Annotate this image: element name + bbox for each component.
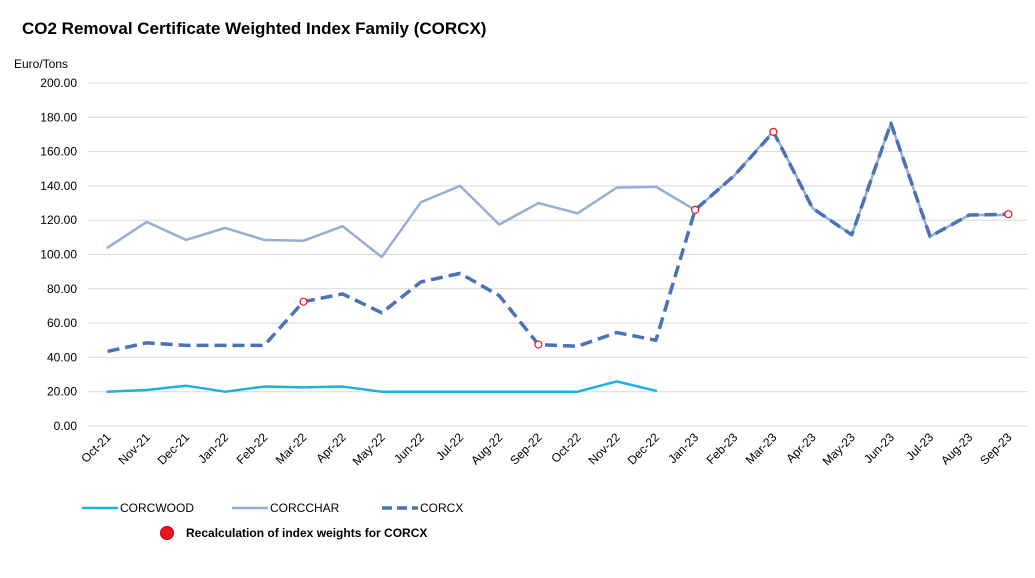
x-tick-label: Apr-22 xyxy=(313,430,349,466)
chart-title: CO2 Removal Certificate Weighted Index F… xyxy=(22,19,486,38)
y-tick-label: 100.00 xyxy=(40,248,77,262)
x-tick-label: Dec-21 xyxy=(155,430,192,467)
y-tick-label: 0.00 xyxy=(54,419,78,433)
legend-label-corcchar: CORCCHAR xyxy=(270,501,340,515)
x-tick-label: Jun-22 xyxy=(391,430,427,466)
recalculation-markers xyxy=(299,127,1013,349)
y-tick-label: 160.00 xyxy=(40,145,77,159)
x-tick-label: Oct-21 xyxy=(78,430,114,466)
y-axis-ticks: 0.00 20.00 40.00 60.00 80.00 100.00 120.00 140.… xyxy=(40,76,77,433)
y-tick-label: 200.00 xyxy=(40,76,77,90)
x-tick-label: Jan-22 xyxy=(195,430,231,466)
y-tick-label: 180.00 xyxy=(40,110,77,124)
series-line-corcchar xyxy=(106,122,1010,259)
x-tick-label: May-23 xyxy=(820,430,858,468)
y-tick-label: 140.00 xyxy=(40,179,77,193)
legend-label-recalculation: Recalculation of index weights for CORCX xyxy=(186,526,427,540)
recalculation-point xyxy=(690,205,700,215)
x-tick-label: Jan-23 xyxy=(665,430,701,466)
x-tick-label: Mar-22 xyxy=(273,430,310,467)
x-tick-label: Feb-23 xyxy=(704,430,741,467)
x-tick-label: Sep-23 xyxy=(977,430,1014,467)
x-tick-label: Nov-22 xyxy=(586,430,623,467)
series-line-corcwood xyxy=(106,380,658,393)
x-tick-label: Aug-22 xyxy=(468,430,505,467)
x-tick-label: Sep-22 xyxy=(507,430,544,467)
x-tick-label: Jun-23 xyxy=(861,430,897,466)
y-tick-label: 20.00 xyxy=(47,385,77,399)
x-tick-label: Nov-21 xyxy=(116,430,153,467)
legend-label-corcwood: CORCWOOD xyxy=(120,501,194,515)
y-tick-label: 40.00 xyxy=(47,350,77,364)
x-tick-label: Oct-22 xyxy=(548,430,584,466)
x-axis-ticks: Oct-21 Nov-21 Dec-21 Jan-22 Feb-22 Mar-22 Apr-… xyxy=(78,430,1014,468)
gridlines xyxy=(88,82,1028,427)
recalculation-point xyxy=(1004,210,1013,219)
x-tick-label: Jul-23 xyxy=(903,430,936,463)
x-tick-label: May-22 xyxy=(350,430,388,468)
x-tick-label: Feb-22 xyxy=(234,430,271,467)
y-tick-label: 120.00 xyxy=(40,213,77,227)
recalculation-point xyxy=(299,297,308,306)
x-tick-label: Jul-22 xyxy=(433,430,466,463)
y-tick-label: 80.00 xyxy=(47,282,77,296)
x-tick-label: Mar-23 xyxy=(743,430,780,467)
legend: CORCWOOD CORCCHAR CORCX Recalculation of in… xyxy=(82,501,463,540)
recalculation-point xyxy=(769,127,778,136)
series-line-corcx xyxy=(107,121,1009,354)
legend-label-corcx: CORCX xyxy=(420,501,463,515)
x-tick-label: Dec-22 xyxy=(625,430,662,467)
x-tick-label: Apr-23 xyxy=(783,430,819,466)
recalculation-point xyxy=(534,340,543,349)
y-tick-label: 60.00 xyxy=(47,316,77,330)
series-group xyxy=(106,121,1010,393)
x-tick-label: Aug-23 xyxy=(938,430,975,467)
legend-marker-swatch xyxy=(160,526,174,540)
y-axis-label: Euro/Tons xyxy=(14,57,68,71)
